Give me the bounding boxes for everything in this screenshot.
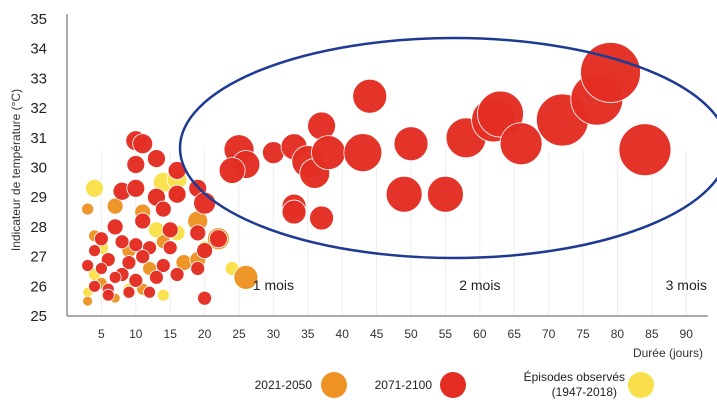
bubble-s2-52: [281, 199, 307, 225]
x-tick-label-7: 40: [336, 327, 350, 341]
bubble-s2-16: [196, 242, 214, 260]
x-tick-label-16: 85: [645, 327, 659, 341]
bubble-s2-50: [311, 135, 346, 171]
bubble-s2-26: [135, 249, 151, 265]
bubble-s2-22: [162, 240, 178, 256]
legend-label-2: Épisodes observés: [524, 369, 625, 384]
x-tick-label-15: 80: [611, 327, 625, 341]
bubble-s2-28: [95, 262, 108, 275]
bubble-s2-55: [352, 78, 388, 114]
bubble-s2-33: [190, 261, 206, 276]
bubble-s0-0: [85, 178, 104, 198]
bubble-s2-3: [147, 149, 166, 168]
bubble-s2-58: [427, 175, 464, 213]
bubble-s2-37: [143, 285, 156, 299]
x-tick-label-5: 30: [267, 327, 281, 341]
x-tick-label-14: 75: [576, 327, 590, 341]
bubble-s1-0: [81, 202, 95, 216]
bubble-s2-36: [122, 285, 136, 299]
month-label-1: 2 mois: [459, 277, 500, 293]
axes: [66, 14, 708, 317]
y-tick-label-8: 33: [30, 70, 47, 87]
bubble-s2-40: [101, 288, 115, 302]
legend: 2021-2050 2071-2100 Épisodes observés(1947…: [255, 369, 654, 399]
y-tick-label-0: 25: [30, 308, 47, 325]
x-tick-labels: 5 10 15 20 25 30 35 40 45 50 55 60 65 70 75 80 85 90: [98, 327, 693, 341]
y-tick-label-2: 27: [30, 249, 47, 266]
y-tick-label-5: 30: [30, 160, 47, 177]
x-tick-label-4: 25: [232, 327, 246, 341]
bubble-s2-56: [385, 175, 423, 213]
y-tick-label-7: 32: [30, 100, 47, 117]
x-tick-label-12: 65: [508, 327, 522, 341]
bubble-s2-2: [126, 155, 146, 174]
bubble-s2-18: [94, 231, 109, 247]
y-axis-title: Indicateur de température (°C): [9, 89, 23, 251]
y-tick-label-9: 34: [30, 41, 47, 58]
bubble-s0-9: [156, 288, 170, 302]
legend-swatch-1: [440, 372, 466, 398]
bubble-s2-1: [132, 133, 154, 155]
y-tick-labels: 25 26 27 28 29 30 31 32 33 34 35: [30, 11, 47, 325]
legend-label-0: 2021-2050: [255, 378, 313, 392]
bubble-s1-6: [233, 264, 259, 290]
x-tick-label-17: 90: [680, 327, 694, 341]
bubble-s2-30: [128, 272, 144, 288]
x-tick-label-8: 45: [370, 327, 384, 341]
month-label-0: 1 mois: [253, 277, 294, 293]
bubble-s2-62: [499, 122, 543, 166]
bubble-s1-1: [106, 197, 124, 215]
bubble-s2-9: [193, 191, 217, 215]
y-tick-label-4: 29: [30, 189, 47, 206]
bubble-s2-17: [208, 229, 228, 249]
bubble-s2-19: [114, 234, 130, 250]
bubble-s1-13: [82, 295, 94, 307]
bubble-s2-7: [167, 184, 187, 204]
month-markers: 1 mois 2 mois 3 mois: [253, 277, 707, 293]
bubble-s2-12: [106, 218, 124, 236]
bubble-s2-13: [134, 212, 152, 230]
bubble-s2-31: [149, 269, 164, 285]
x-tick-label-13: 70: [542, 327, 556, 341]
x-tick-label-11: 60: [473, 327, 487, 341]
y-tick-label-6: 31: [30, 130, 47, 147]
bubble-s2-25: [121, 255, 137, 270]
month-label-2: 3 mois: [666, 277, 707, 293]
bubble-s2-66: [618, 123, 672, 177]
bubble-s2-44: [218, 157, 246, 184]
y-tick-label-1: 26: [30, 278, 47, 295]
bubble-s2-14: [161, 221, 179, 239]
bubble-layer: [81, 42, 672, 307]
legend-swatch-2: [628, 372, 654, 398]
x-tick-label-2: 15: [164, 327, 178, 341]
legend-label-2-line2: (1947-2018): [552, 385, 617, 399]
legend-label-1: 2071-2100: [375, 378, 433, 392]
bubble-s2-27: [155, 258, 171, 273]
legend-swatch-0: [321, 372, 347, 398]
x-tick-label-10: 55: [439, 327, 453, 341]
x-tick-label-9: 50: [404, 327, 418, 341]
highlight-ellipse: [178, 36, 717, 260]
bubble-s2-65: [580, 42, 641, 103]
x-tick-label-0: 5: [98, 327, 105, 341]
bubble-s2-15: [189, 224, 207, 242]
bubble-s2-32: [169, 267, 185, 282]
bubble-s2-34: [88, 279, 101, 293]
bubble-s2-38: [108, 270, 122, 284]
x-axis-title: Durée (jours): [633, 346, 703, 360]
x-tick-label-1: 10: [129, 327, 143, 341]
bubble-s2-11: [154, 200, 172, 218]
bubble-s2-5: [126, 178, 146, 198]
x-tick-label-6: 35: [301, 327, 315, 341]
x-tick-label-3: 20: [198, 327, 212, 341]
bubble-s2-57: [393, 126, 429, 162]
y-tick-label-10: 35: [30, 11, 47, 28]
y-tick-label-3: 28: [30, 219, 47, 236]
bubble-s2-39: [81, 259, 95, 272]
bubble-s2-41: [197, 290, 213, 306]
bubble-s2-53: [309, 205, 334, 231]
bubble-s2-54: [343, 133, 383, 173]
bubble-s2-23: [88, 244, 101, 258]
